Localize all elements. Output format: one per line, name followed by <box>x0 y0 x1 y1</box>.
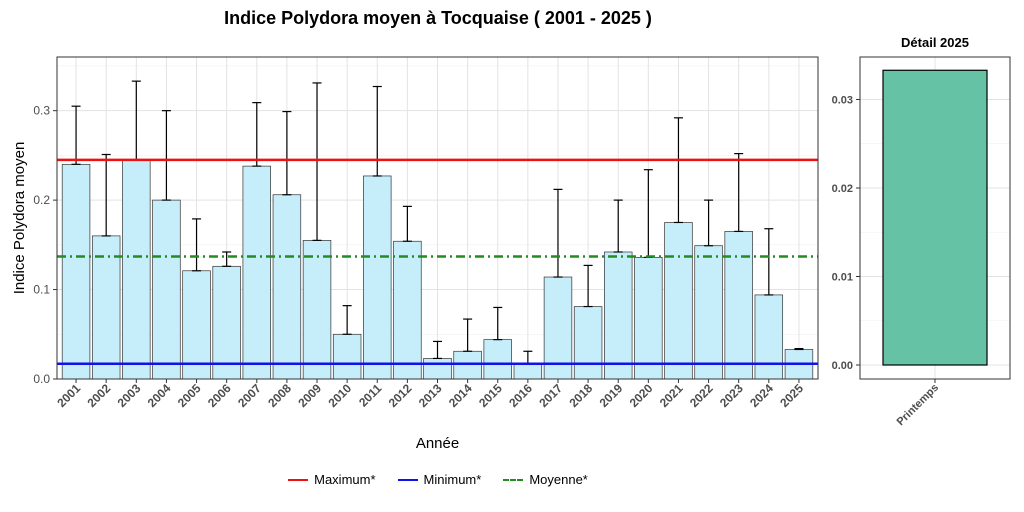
detail-y-tick-label: 0.02 <box>832 183 853 195</box>
legend-label-moyenne: Moyenne* <box>529 472 588 487</box>
bar <box>242 165 271 380</box>
bar <box>302 240 332 380</box>
bar <box>724 231 753 380</box>
legend-key-moyenne <box>503 478 524 481</box>
y-tick-label: 0.0 <box>33 372 50 386</box>
bar <box>543 276 573 380</box>
x-tick-label: 2019 <box>597 381 626 410</box>
bar <box>694 245 723 380</box>
x-tick-label: 2021 <box>657 381 686 410</box>
bar <box>272 194 302 380</box>
x-tick-label: 2003 <box>115 381 144 410</box>
x-axis-title: Année <box>416 435 459 452</box>
x-tick-label: 2001 <box>54 381 83 410</box>
x-tick-label: 2006 <box>205 381 234 410</box>
x-tick-label: 2013 <box>416 381 445 410</box>
x-tick-label: 2025 <box>777 381 806 410</box>
x-tick-label: 2012 <box>386 381 415 410</box>
detail-y-tick-label: 0.03 <box>832 94 853 106</box>
detail-y-tick-label: 0.00 <box>832 360 853 372</box>
x-tick-label: 2011 <box>356 381 385 410</box>
x-tick-label: 2017 <box>536 381 565 410</box>
x-tick-label: 2002 <box>85 381 114 410</box>
legend-item-moyenne: Moyenne* <box>503 472 588 487</box>
bar <box>212 265 241 380</box>
y-tick-label: 0.2 <box>33 193 50 207</box>
x-tick-label: 2022 <box>687 381 716 410</box>
bar <box>61 163 91 380</box>
x-tick-label: 2004 <box>145 381 174 410</box>
bar <box>332 333 362 380</box>
y-tick-label: 0.3 <box>33 104 50 118</box>
chart-title: Indice Polydora moyen à Tocquaise ( 2001… <box>224 8 652 28</box>
x-tick-label: 2018 <box>566 381 595 410</box>
legend-item-maximum: Maximum* <box>288 472 376 487</box>
legend-label-minimum: Minimum* <box>423 472 482 487</box>
bar <box>122 159 151 380</box>
detail-bar <box>882 69 988 366</box>
legend-label-maximum: Maximum* <box>314 472 376 487</box>
legend-key-maximum <box>288 478 309 481</box>
detail-y-tick-label: 0.01 <box>832 271 853 283</box>
x-tick-label: 2010 <box>325 381 354 410</box>
x-tick-label: 2005 <box>175 381 204 410</box>
x-tick-label: 2014 <box>446 381 475 410</box>
y-axis-title: Indice Polydora moyen <box>11 142 28 295</box>
x-tick-label: 2015 <box>476 381 505 410</box>
legend: Maximum* Minimum* Moyenne* <box>0 472 876 487</box>
bar <box>363 175 392 380</box>
x-tick-label: 2024 <box>747 381 776 410</box>
bar <box>423 358 452 380</box>
bar <box>513 363 543 380</box>
detail-chart-title: Détail 2025 <box>901 35 969 50</box>
x-tick-label: 2009 <box>295 381 324 410</box>
bar <box>754 294 784 380</box>
bar <box>393 240 422 380</box>
bar <box>453 350 482 380</box>
bar <box>483 339 512 380</box>
legend-item-minimum: Minimum* <box>397 472 482 487</box>
bar <box>634 257 663 380</box>
y-tick-label: 0.1 <box>33 283 50 297</box>
bar <box>182 270 211 380</box>
x-tick-label: 2020 <box>627 381 656 410</box>
x-tick-label: 2007 <box>235 381 264 410</box>
bar <box>664 222 693 380</box>
bar <box>573 306 603 380</box>
bar <box>604 251 633 380</box>
bar <box>152 199 181 380</box>
x-tick-label: 2016 <box>506 381 535 410</box>
x-tick-label: 2008 <box>265 381 294 410</box>
detail-x-tick-label: Printemps <box>895 382 942 429</box>
x-tick-label: 2023 <box>717 381 746 410</box>
legend-key-minimum <box>397 478 418 481</box>
